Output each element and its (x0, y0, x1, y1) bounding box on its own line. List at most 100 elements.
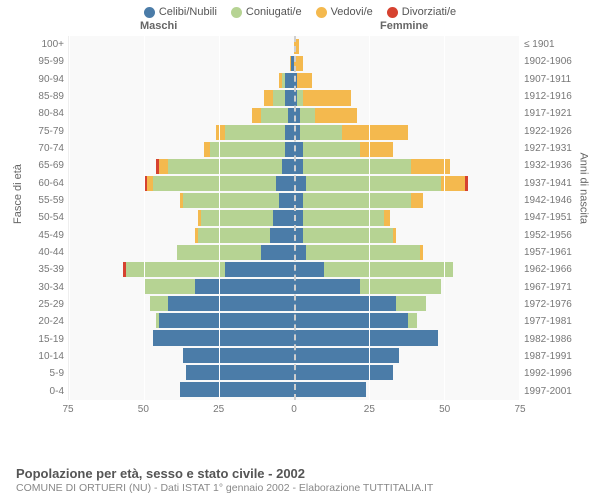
legend-swatch (316, 7, 327, 18)
segment (159, 159, 168, 174)
birth-label: 1932-1936 (520, 157, 580, 174)
birth-label: 1977-1981 (520, 313, 580, 330)
segment (276, 176, 294, 191)
age-label: 15-19 (20, 331, 68, 348)
segment (393, 228, 396, 243)
segment (261, 245, 294, 260)
segment (225, 262, 294, 277)
segment (294, 296, 396, 311)
age-label: 10-14 (20, 348, 68, 365)
segment (210, 142, 285, 157)
male-bar (69, 330, 294, 345)
segment (408, 313, 417, 328)
segment (303, 210, 384, 225)
legend-item: Divorziati/e (387, 6, 456, 18)
birth-label: 1947-1951 (520, 209, 580, 226)
female-bar (294, 348, 519, 363)
age-label: 85-89 (20, 88, 68, 105)
xtick: 75 (62, 404, 73, 415)
segment (411, 193, 423, 208)
segment (183, 193, 279, 208)
male-bar (69, 245, 294, 260)
label-female: Femmine (380, 20, 428, 32)
segment (285, 142, 294, 157)
gender-labels: Maschi Femmine (0, 20, 600, 36)
female-bar (294, 159, 519, 174)
female-bar (294, 90, 519, 105)
segment (153, 330, 294, 345)
male-bar (69, 279, 294, 294)
xtick: 50 (439, 404, 450, 415)
birth-label: 1997-2001 (520, 383, 580, 400)
age-label: 45-49 (20, 227, 68, 244)
segment (285, 90, 294, 105)
age-label: 5-9 (20, 365, 68, 382)
segment (159, 313, 294, 328)
birth-label: 1912-1916 (520, 88, 580, 105)
segment (360, 279, 441, 294)
female-bar (294, 262, 519, 277)
age-label: 35-39 (20, 261, 68, 278)
age-label: 55-59 (20, 192, 68, 209)
birth-label: 1942-1946 (520, 192, 580, 209)
yaxis-right: ≤ 19011902-19061907-19111912-19161917-19… (520, 36, 580, 400)
birth-label: ≤ 1901 (520, 36, 580, 53)
segment (153, 176, 276, 191)
age-label: 95-99 (20, 53, 68, 70)
male-bar (69, 210, 294, 225)
male-bar (69, 56, 294, 71)
legend: Celibi/NubiliConiugati/eVedovi/eDivorzia… (0, 0, 600, 20)
birth-label: 1957-1961 (520, 244, 580, 261)
segment (306, 176, 441, 191)
female-bar (294, 365, 519, 380)
segment (282, 159, 294, 174)
segment (294, 382, 366, 397)
age-label: 30-34 (20, 279, 68, 296)
female-bar (294, 125, 519, 140)
segment (294, 330, 438, 345)
segment (261, 108, 288, 123)
legend-label: Coniugati/e (246, 6, 302, 18)
segment (270, 228, 294, 243)
female-bar (294, 39, 519, 54)
center-line (294, 36, 296, 400)
male-bar (69, 90, 294, 105)
legend-item: Vedovi/e (316, 6, 373, 18)
chart-title: Popolazione per età, sesso e stato civil… (16, 466, 590, 481)
female-bar (294, 193, 519, 208)
legend-item: Coniugati/e (231, 6, 302, 18)
segment (273, 90, 285, 105)
segment (396, 296, 426, 311)
male-bar (69, 365, 294, 380)
birth-label: 1972-1976 (520, 296, 580, 313)
male-bar (69, 348, 294, 363)
age-label: 20-24 (20, 313, 68, 330)
female-bar (294, 73, 519, 88)
birth-label: 1907-1911 (520, 71, 580, 88)
female-bar (294, 176, 519, 191)
age-label: 0-4 (20, 383, 68, 400)
yaxis-left: 100+95-9990-9485-8980-8475-7970-7465-696… (20, 36, 68, 400)
segment (180, 382, 294, 397)
female-bar (294, 142, 519, 157)
birth-label: 1987-1991 (520, 348, 580, 365)
segment (183, 348, 294, 363)
xtick: 25 (364, 404, 375, 415)
segment (294, 348, 399, 363)
male-bar (69, 108, 294, 123)
female-bar (294, 56, 519, 71)
segment (186, 365, 294, 380)
birth-label: 1962-1966 (520, 261, 580, 278)
segment (150, 296, 168, 311)
female-bar (294, 245, 519, 260)
plot-area (68, 36, 520, 400)
segment (252, 108, 261, 123)
male-bar (69, 228, 294, 243)
legend-swatch (144, 7, 155, 18)
male-bar (69, 382, 294, 397)
segment (294, 313, 408, 328)
segment (303, 193, 411, 208)
segment (303, 228, 393, 243)
segment (315, 108, 357, 123)
female-bar (294, 210, 519, 225)
